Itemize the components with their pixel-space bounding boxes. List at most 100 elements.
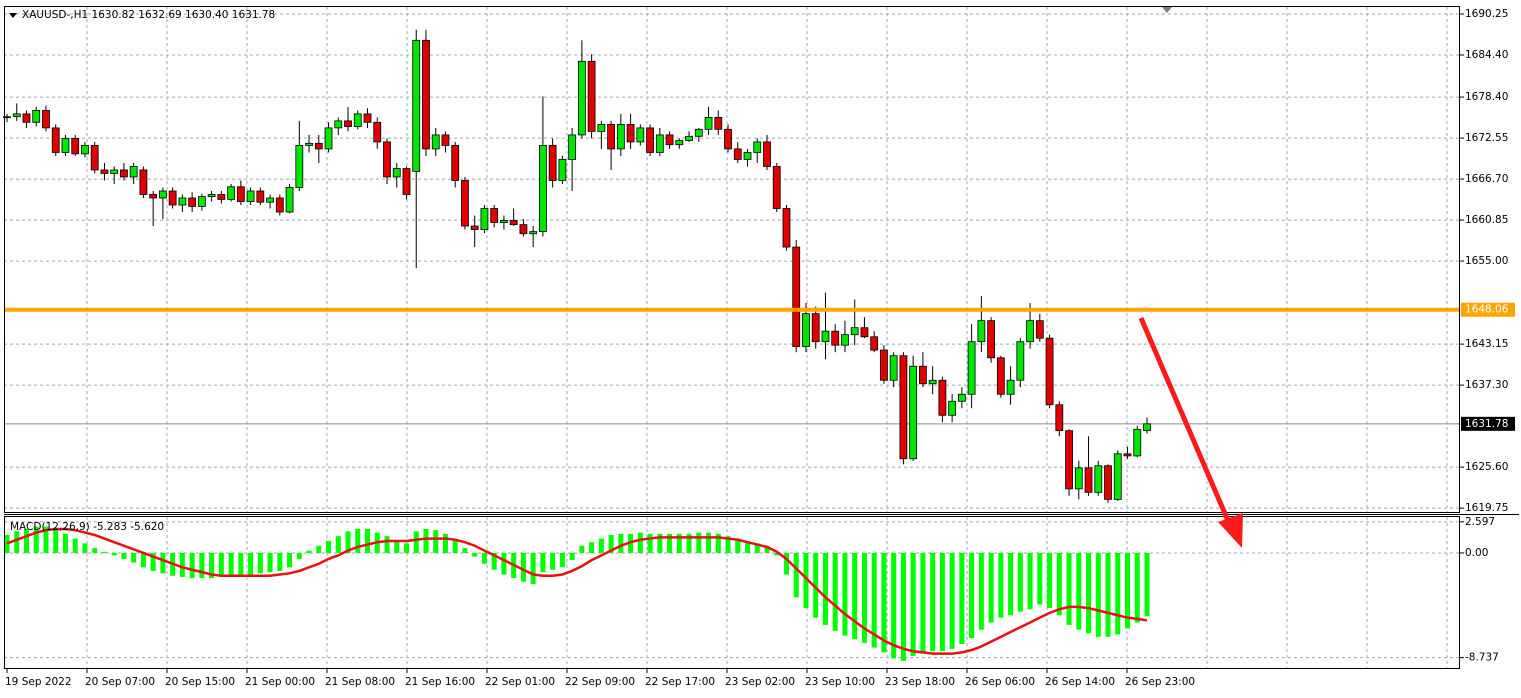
macd-bar bbox=[540, 552, 546, 573]
macd-bar bbox=[696, 532, 702, 553]
candle-body bbox=[928, 379, 937, 385]
macd-bar bbox=[813, 552, 819, 618]
candle-body bbox=[431, 134, 440, 150]
candle-body bbox=[158, 190, 167, 199]
candle-body bbox=[129, 166, 138, 178]
candle-body bbox=[733, 148, 742, 160]
macd-bar bbox=[569, 552, 575, 561]
x-tick-label: 23 Sep 18:00 bbox=[885, 676, 955, 688]
candle-body bbox=[1006, 379, 1015, 395]
candle-body bbox=[1035, 320, 1044, 339]
y-tick-label: 1672.55 bbox=[1465, 132, 1508, 144]
candle-body bbox=[383, 141, 391, 178]
macd-bar bbox=[1086, 552, 1092, 634]
macd-bar bbox=[832, 552, 838, 631]
y-tick-label: 1684.40 bbox=[1465, 49, 1508, 61]
candle-body bbox=[149, 194, 158, 199]
candle-body bbox=[831, 330, 840, 346]
candle-body bbox=[1074, 467, 1083, 490]
candle-body bbox=[217, 194, 226, 200]
candle-body bbox=[295, 145, 304, 188]
macd-bar bbox=[101, 551, 107, 553]
candle-body bbox=[1123, 453, 1132, 457]
candle-body bbox=[948, 400, 957, 416]
macd-bar bbox=[754, 543, 760, 553]
chart-layer: 19 Sep 2022 20 Sep 07:00 20 Sep 15:00 21 Se… bbox=[3, 8, 1515, 688]
x-tick-label: 22 Sep 01:00 bbox=[485, 676, 555, 688]
symbol-menu-icon[interactable] bbox=[9, 13, 17, 18]
macd-bar bbox=[774, 552, 780, 556]
candle-body bbox=[724, 128, 732, 150]
candle-body bbox=[548, 145, 557, 181]
candle-body bbox=[344, 120, 352, 127]
macd-bar bbox=[62, 533, 68, 553]
macd-bar bbox=[842, 552, 848, 636]
candle-body bbox=[120, 169, 128, 178]
y-tick-label: 0.00 bbox=[1465, 547, 1488, 559]
macd-bar bbox=[910, 552, 916, 657]
candle-body bbox=[1016, 341, 1025, 381]
macd-bar bbox=[228, 552, 234, 576]
candle-body bbox=[461, 180, 469, 227]
macd-bar bbox=[1056, 552, 1062, 616]
candle-body bbox=[918, 365, 927, 385]
macd-panel-frame bbox=[4, 516, 1460, 669]
macd-bar bbox=[803, 552, 809, 609]
macd-bar bbox=[598, 538, 604, 553]
macd-bar bbox=[988, 552, 994, 623]
current-price-label: 1631.78 bbox=[1465, 418, 1508, 430]
macd-bar bbox=[189, 552, 195, 579]
macd-bar bbox=[686, 533, 692, 553]
candle-body bbox=[889, 355, 898, 381]
shift-marker[interactable] bbox=[1162, 7, 1172, 13]
candle-body bbox=[353, 113, 362, 127]
candle-body bbox=[665, 134, 674, 146]
candle-body bbox=[71, 138, 80, 155]
candle-body bbox=[607, 124, 616, 150]
macd-bar bbox=[530, 552, 536, 585]
macd-bar bbox=[881, 552, 887, 653]
candle-body bbox=[529, 231, 538, 235]
current-price-box bbox=[1461, 416, 1515, 431]
macd-bar bbox=[267, 552, 273, 573]
candle-body bbox=[558, 159, 567, 181]
candle-body bbox=[51, 127, 60, 153]
macd-bar bbox=[706, 532, 712, 553]
macd-bar bbox=[637, 532, 643, 553]
candle-body bbox=[1026, 320, 1034, 343]
candle-body bbox=[314, 142, 323, 150]
y-tick-label: 1655.00 bbox=[1465, 255, 1508, 267]
candle-body bbox=[275, 197, 284, 213]
macd-bar bbox=[871, 552, 877, 648]
candle-body bbox=[694, 128, 703, 137]
x-tick-label: 22 Sep 09:00 bbox=[565, 676, 635, 688]
macd-bar bbox=[550, 552, 556, 570]
macd-bar bbox=[140, 552, 146, 568]
x-tick-label: 26 Sep 14:00 bbox=[1045, 676, 1115, 688]
y-tick-label: 1660.85 bbox=[1465, 214, 1508, 226]
macd-bar bbox=[277, 552, 283, 571]
candle-body bbox=[880, 349, 888, 381]
candle-body bbox=[470, 225, 479, 230]
macd-title: MACD(12,26,9) -5.283 -5.620 bbox=[10, 521, 164, 533]
candle-body bbox=[1045, 337, 1054, 406]
macd-bar bbox=[1144, 552, 1150, 617]
macd-bar bbox=[949, 552, 955, 649]
candle-body bbox=[860, 327, 869, 338]
macd-bar bbox=[316, 545, 322, 553]
x-tick-label: 23 Sep 10:00 bbox=[805, 676, 875, 688]
candle-body bbox=[1113, 453, 1122, 500]
macd-bar bbox=[930, 552, 936, 652]
candle-body bbox=[509, 220, 518, 226]
candle-body bbox=[256, 190, 265, 203]
macd-bar bbox=[150, 552, 156, 571]
candle-body bbox=[61, 138, 70, 153]
macd-bar bbox=[345, 531, 351, 553]
candle-body bbox=[480, 208, 489, 230]
candle-body bbox=[850, 327, 859, 336]
macd-bar bbox=[1095, 552, 1101, 637]
macd-bar bbox=[238, 552, 244, 575]
candle-body bbox=[577, 60, 586, 136]
candle-body bbox=[792, 246, 801, 347]
candle-body bbox=[811, 313, 820, 343]
